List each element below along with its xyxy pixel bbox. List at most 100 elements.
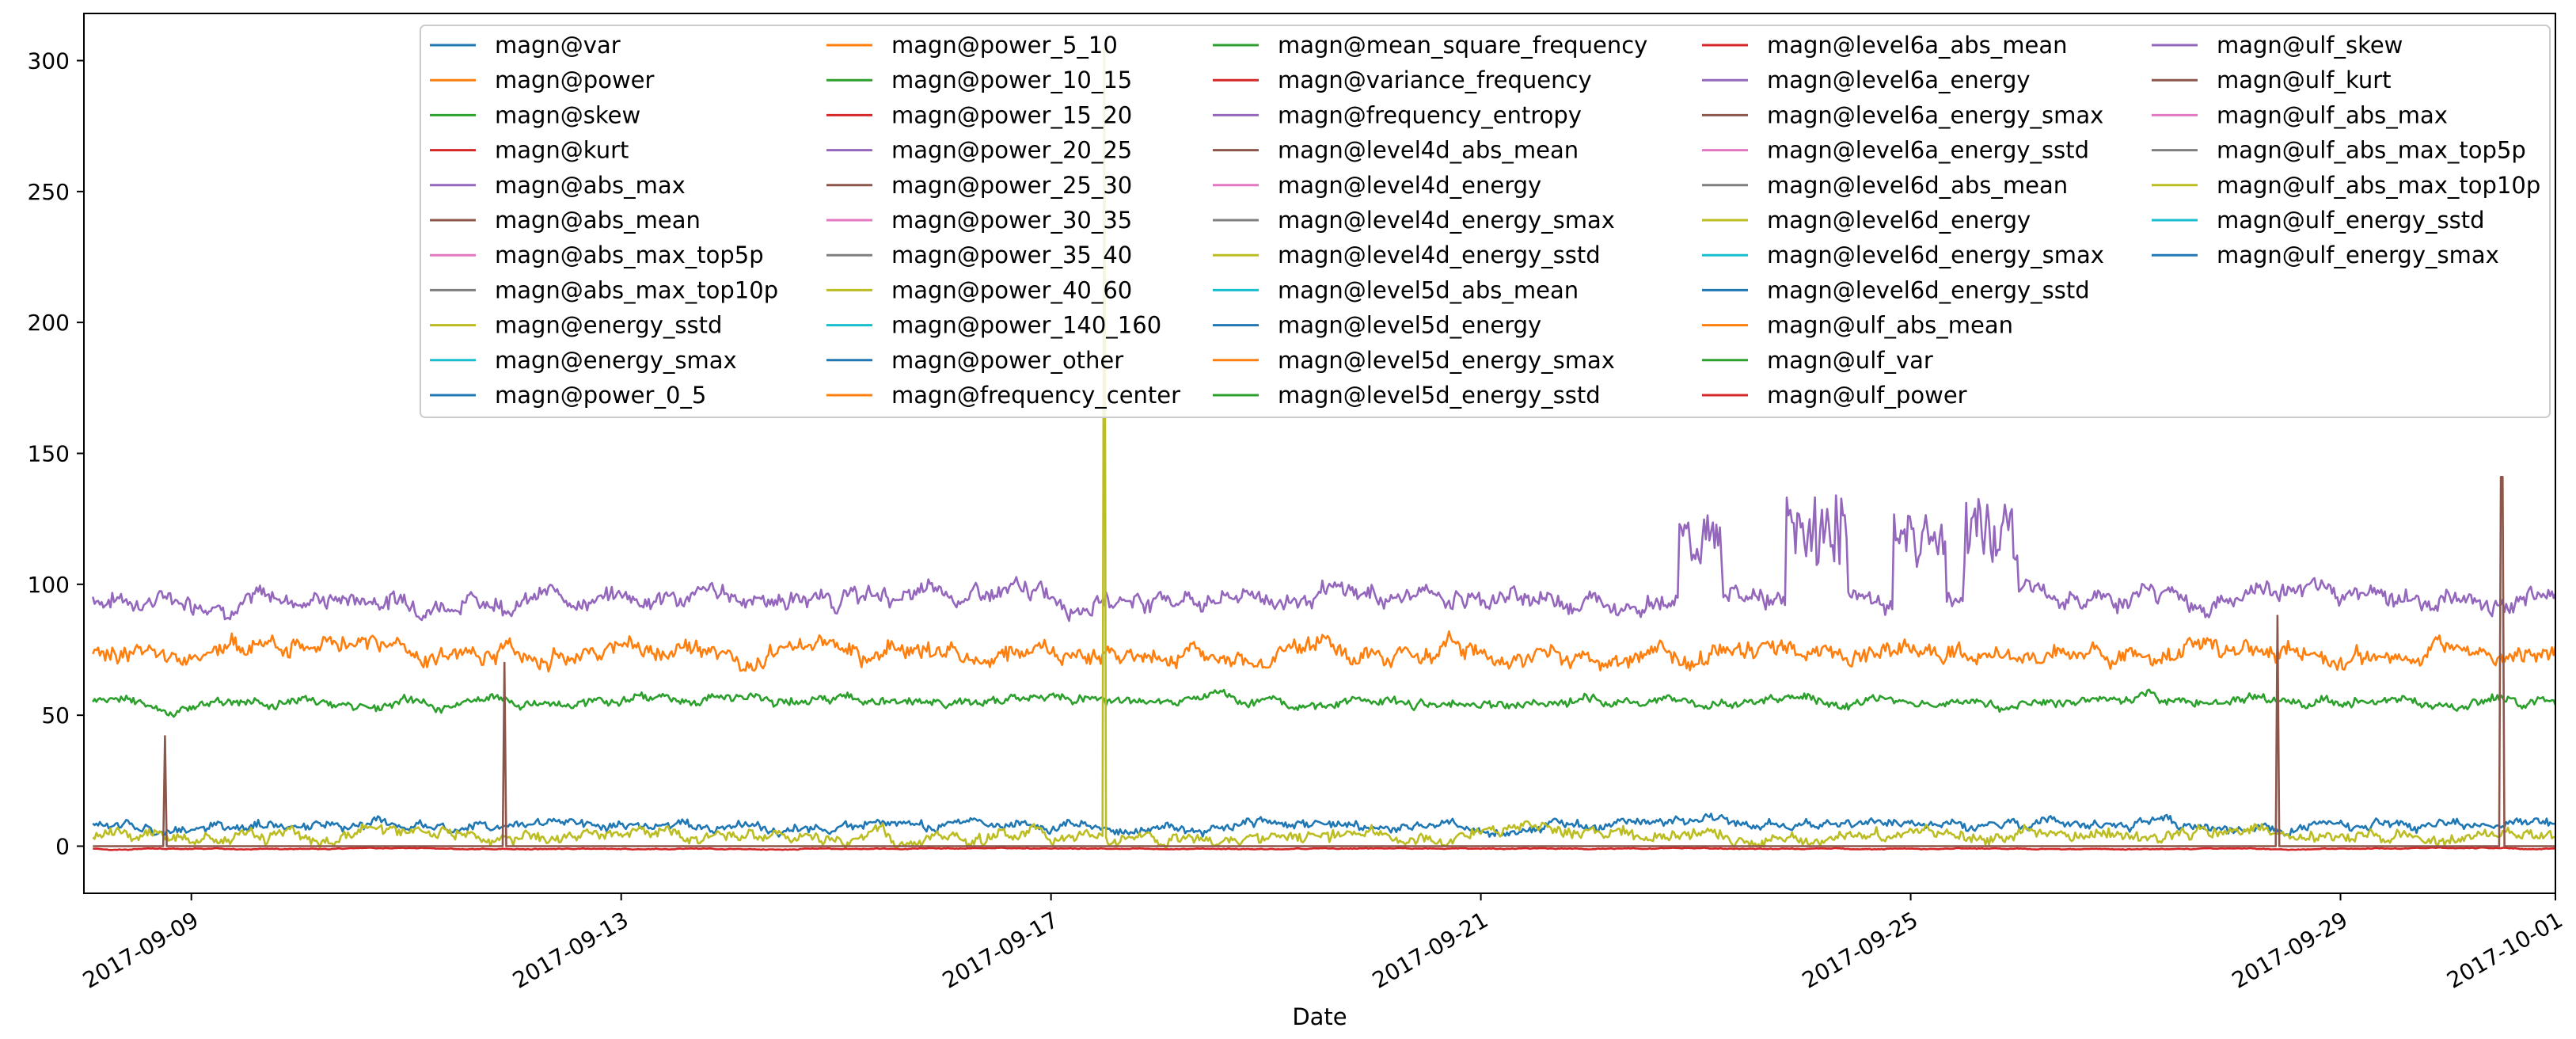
- legend: magn@var magn@power magn@skew magn@kurt magn…: [420, 25, 2551, 418]
- legend-item: magn@power_0_5: [430, 382, 706, 409]
- legend-label: magn@power_40_60: [891, 276, 1132, 303]
- legend-item: magn@kurt: [430, 137, 629, 164]
- legend-item: magn@level6d_abs_mean: [1702, 172, 2068, 199]
- legend-item: magn@frequency_entropy: [1213, 101, 1582, 128]
- legend-item: magn@var: [430, 32, 621, 59]
- legend-item: magn@power: [430, 67, 655, 93]
- legend-label: magn@level4d_energy_smax: [1278, 207, 1615, 234]
- y-tick-label: 200: [28, 310, 70, 336]
- legend-item: magn@power_35_40: [826, 242, 1132, 268]
- legend-label: magn@energy_sstd: [495, 312, 722, 339]
- legend-item: magn@level4d_energy: [1213, 172, 1541, 199]
- legend-item: magn@abs_mean: [430, 207, 701, 234]
- series-line-abs-mean: [93, 476, 2555, 847]
- legend-item: magn@frequency_center: [826, 382, 1180, 409]
- legend-item: magn@power_other: [826, 347, 1123, 374]
- legend-label: magn@mean_square_frequency: [1278, 32, 1647, 59]
- legend-item: magn@power_15_20: [826, 101, 1132, 128]
- legend-item: magn@ulf_abs_mean: [1702, 312, 2013, 339]
- legend-item: magn@energy_smax: [430, 347, 737, 374]
- legend-label: magn@ulf_kurt: [2217, 67, 2392, 93]
- legend-label: magn@power_30_35: [891, 207, 1132, 234]
- legend-label: magn@ulf_abs_max_top10p: [2217, 172, 2540, 199]
- legend-label: magn@level6a_energy: [1767, 67, 2031, 93]
- legend-item: magn@power_20_25: [826, 137, 1132, 164]
- series-line-abs-max: [92, 494, 2555, 622]
- legend-label: magn@level4d_energy: [1278, 172, 1541, 199]
- legend-label: magn@power_140_160: [891, 312, 1161, 339]
- legend-item: magn@level5d_energy_sstd: [1213, 382, 1601, 409]
- legend-label: magn@power: [495, 67, 655, 93]
- y-tick-label: 250: [28, 179, 70, 205]
- legend-label: magn@ulf_abs_max: [2217, 101, 2448, 128]
- legend-label: magn@level5d_energy: [1278, 312, 1541, 339]
- legend-item: magn@ulf_skew: [2152, 32, 2403, 59]
- y-tick-label: 0: [55, 833, 70, 859]
- legend-item: magn@ulf_var: [1702, 347, 1933, 374]
- legend-item: magn@level6a_energy: [1702, 67, 2031, 93]
- legend-item: magn@mean_square_frequency: [1213, 32, 1647, 59]
- legend-item: magn@energy_sstd: [430, 312, 722, 339]
- legend-item: magn@level6d_energy_smax: [1702, 242, 2104, 268]
- legend-item: magn@power_5_10: [826, 32, 1118, 59]
- legend-label: magn@ulf_abs_mean: [1767, 312, 2013, 339]
- legend-label: magn@energy_smax: [495, 347, 737, 374]
- legend-item: magn@power_30_35: [826, 207, 1132, 234]
- legend-label: magn@ulf_power: [1767, 382, 1967, 409]
- legend-item: magn@level5d_abs_mean: [1213, 276, 1579, 303]
- legend-item: magn@skew: [430, 101, 640, 128]
- legend-item: magn@power_25_30: [826, 172, 1132, 199]
- legend-label: magn@kurt: [495, 137, 629, 164]
- legend-label: magn@abs_max_top10p: [495, 276, 778, 303]
- legend-item: magn@power_10_15: [826, 67, 1132, 93]
- legend-label: magn@ulf_energy_sstd: [2217, 207, 2485, 234]
- series-line-kurt: [93, 846, 2555, 851]
- legend-item: magn@abs_max_top5p: [430, 242, 764, 268]
- legend-item: magn@level6a_energy_smax: [1702, 101, 2103, 128]
- legend-label: magn@level6a_energy_sstd: [1767, 137, 2089, 164]
- legend-item: magn@level6d_energy_sstd: [1702, 276, 2090, 303]
- legend-item: magn@level6a_abs_mean: [1702, 32, 2068, 59]
- legend-item: magn@level6a_energy_sstd: [1702, 137, 2089, 164]
- legend-item: magn@abs_max_top10p: [430, 276, 778, 303]
- legend-label: magn@level5d_energy_sstd: [1278, 382, 1601, 409]
- legend-label: magn@ulf_energy_smax: [2217, 242, 2499, 268]
- legend-label: magn@abs_max: [495, 172, 686, 199]
- legend-label: magn@level6a_abs_mean: [1767, 32, 2068, 59]
- legend-item: magn@ulf_energy_sstd: [2152, 207, 2485, 234]
- legend-item: magn@level6d_energy: [1702, 207, 2031, 234]
- legend-label: magn@level6d_energy_smax: [1767, 242, 2104, 268]
- legend-item: magn@ulf_abs_max_top5p: [2152, 137, 2526, 164]
- legend-item: magn@ulf_abs_max_top10p: [2152, 172, 2540, 199]
- legend-label: magn@power_25_30: [891, 172, 1132, 199]
- legend-label: magn@level4d_abs_mean: [1278, 137, 1579, 164]
- legend-label: magn@abs_mean: [495, 207, 701, 234]
- legend-item: magn@ulf_kurt: [2152, 67, 2392, 93]
- legend-label: magn@variance_frequency: [1278, 67, 1592, 93]
- legend-item: magn@power_140_160: [826, 312, 1161, 339]
- legend-label: magn@level4d_energy_sstd: [1278, 242, 1601, 268]
- y-tick-label: 300: [28, 48, 70, 74]
- y-tick-label: 100: [28, 572, 70, 598]
- series-line-power: [92, 630, 2555, 673]
- legend-item: magn@ulf_power: [1702, 382, 1967, 409]
- legend-label: magn@power_10_15: [891, 67, 1132, 93]
- legend-label: magn@level6d_energy_sstd: [1767, 276, 2090, 303]
- legend-item: magn@level4d_energy_sstd: [1213, 242, 1601, 268]
- legend-item: magn@variance_frequency: [1213, 67, 1592, 93]
- legend-label: magn@frequency_entropy: [1278, 101, 1582, 128]
- legend-label: magn@power_0_5: [495, 382, 706, 409]
- legend-label: magn@power_15_20: [891, 101, 1132, 128]
- legend-label: magn@level5d_energy_smax: [1278, 347, 1615, 374]
- legend-label: magn@skew: [495, 101, 640, 128]
- legend-label: magn@power_other: [891, 347, 1123, 374]
- legend-label: magn@frequency_center: [891, 382, 1180, 409]
- legend-label: magn@level5d_abs_mean: [1278, 276, 1579, 303]
- legend-item: magn@level5d_energy_smax: [1213, 347, 1615, 374]
- legend-item: magn@ulf_energy_smax: [2152, 242, 2499, 268]
- legend-item: magn@level5d_energy: [1213, 312, 1541, 339]
- legend-item: magn@level4d_energy_smax: [1213, 207, 1615, 234]
- legend-item: magn@level4d_abs_mean: [1213, 137, 1579, 164]
- legend-label: magn@power_5_10: [891, 32, 1118, 59]
